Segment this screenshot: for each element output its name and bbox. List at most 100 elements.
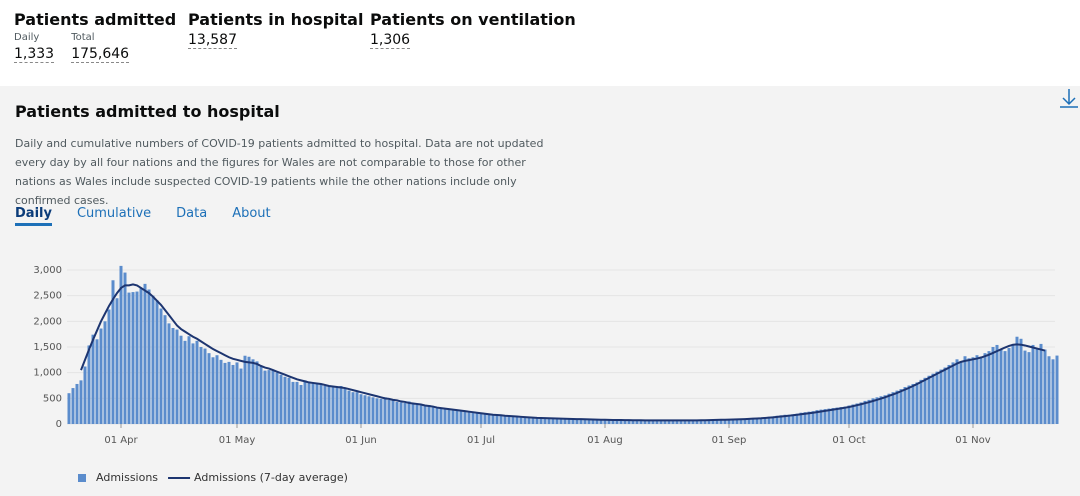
bar: [443, 409, 447, 424]
bar: [331, 387, 335, 424]
bar: [415, 405, 419, 424]
bar: [923, 377, 927, 424]
bar: [491, 414, 495, 424]
bar: [983, 353, 987, 424]
y-tick-label: 1,500: [33, 342, 62, 353]
bar: [531, 417, 535, 424]
bar: [455, 410, 459, 424]
bar: [243, 355, 247, 424]
bar: [319, 384, 323, 424]
bar: [987, 351, 991, 424]
bar: [283, 376, 287, 424]
y-tick-label: 3,000: [33, 265, 62, 276]
bar: [475, 412, 479, 424]
bar: [799, 412, 803, 424]
stat-value: 13,587: [188, 32, 237, 49]
bar: [547, 418, 551, 424]
bar: [667, 420, 671, 424]
bar: [315, 383, 319, 424]
bar: [619, 420, 623, 424]
bar: [175, 329, 179, 424]
x-tick-label: 01 Apr: [104, 435, 138, 446]
bar: [755, 417, 759, 424]
bar: [1051, 359, 1055, 424]
bar: [355, 392, 359, 424]
bar: [907, 385, 911, 424]
bar: [407, 401, 411, 424]
bar: [879, 396, 883, 424]
bar: [575, 418, 579, 424]
bar: [203, 348, 207, 424]
bar: [651, 420, 655, 424]
bar: [671, 420, 675, 424]
bar: [571, 418, 575, 424]
bar: [587, 419, 591, 424]
bar: [603, 419, 607, 424]
stat-title: Patients in hospital: [188, 10, 364, 29]
bar: [467, 411, 471, 424]
bar: [271, 369, 275, 424]
bar: [855, 403, 859, 424]
tab[interactable]: About: [232, 206, 271, 221]
bar: [399, 402, 403, 424]
bar: [495, 415, 499, 424]
bar: [615, 420, 619, 424]
bar: [779, 415, 783, 424]
bar: [831, 408, 835, 424]
bar: [423, 406, 427, 424]
bar: [919, 379, 923, 424]
tab[interactable]: Data: [176, 206, 208, 221]
bar: [783, 414, 787, 424]
bar: [819, 409, 823, 424]
bar: [627, 420, 631, 424]
stat-label: Daily: [14, 32, 40, 43]
bar: [359, 394, 363, 424]
bar: [887, 393, 891, 424]
bar: [955, 359, 959, 424]
bar: [787, 414, 791, 424]
bar: [679, 420, 683, 424]
bar: [447, 408, 451, 424]
legend-label: Admissions (7-day average): [194, 471, 348, 484]
bar: [211, 357, 215, 424]
bar: [771, 416, 775, 424]
bar: [527, 417, 531, 424]
bar: [975, 355, 979, 424]
bar: [67, 393, 71, 424]
bar: [123, 272, 127, 424]
bar: [759, 417, 763, 424]
bar: [875, 397, 879, 424]
bar: [299, 384, 303, 424]
bar: [231, 364, 235, 424]
bar: [339, 386, 343, 424]
download-icon[interactable]: [1058, 86, 1080, 110]
stat-value: 1,306: [370, 32, 411, 49]
stat-admitted: Patients admitted Daily 1,333 Total 175,64…: [14, 10, 176, 63]
bar: [591, 419, 595, 424]
tab[interactable]: Cumulative: [76, 206, 152, 221]
legend-swatch: [78, 474, 86, 482]
bar: [971, 357, 975, 424]
bar: [731, 419, 735, 424]
bar: [519, 416, 523, 424]
bar: [843, 406, 847, 424]
bar: [103, 321, 107, 424]
tab[interactable]: Daily: [15, 206, 52, 226]
bar: [419, 405, 423, 424]
bar: [163, 315, 167, 424]
bar: [659, 420, 663, 424]
x-tick-label: 01 Nov: [955, 435, 991, 446]
bar: [119, 265, 123, 424]
bar: [895, 390, 899, 424]
bar: [127, 292, 131, 424]
stat-value: 1,333: [14, 46, 55, 63]
stat-daily: Daily 1,333: [14, 29, 55, 63]
bar: [663, 420, 667, 424]
bar: [675, 420, 679, 424]
bar: [251, 359, 255, 424]
bar: [439, 408, 443, 424]
bar: [259, 365, 263, 424]
bar: [883, 395, 887, 424]
bar: [751, 418, 755, 424]
bar: [927, 375, 931, 424]
